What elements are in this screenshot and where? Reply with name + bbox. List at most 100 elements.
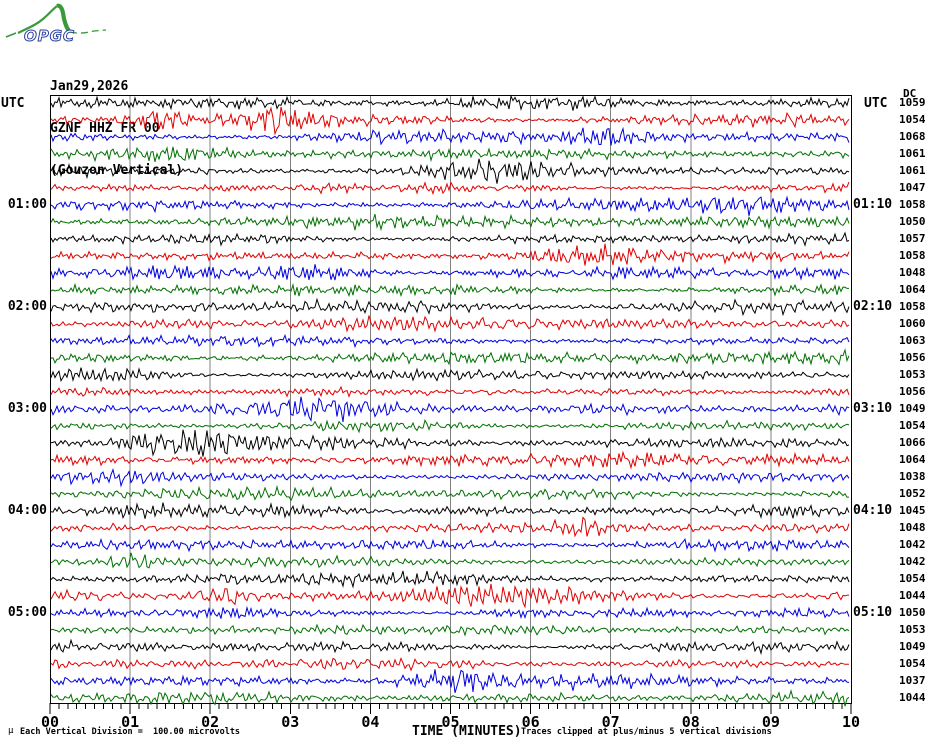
minute-tick-label-05: 05 [441,713,460,731]
dc-value-00:00: 1059 [899,96,926,109]
dc-value-03:40: 1038 [899,470,926,483]
minute-tick-label-04: 04 [361,713,380,731]
seismic-trace-03:00 [50,396,850,422]
seismic-trace-03:40 [50,468,850,488]
date-label: Jan29,2026 [50,79,129,94]
hour-label-right-02:10: 02:10 [853,299,893,314]
dc-value-02:40: 1053 [899,368,926,381]
seismic-trace-04:40 [50,570,850,589]
dc-value-04:20: 1042 [899,538,926,551]
seismic-trace-00:30 [50,145,850,163]
hour-label-left-03:00: 03:00 [7,401,47,416]
seismic-trace-02:00 [50,297,850,317]
seismic-trace-02:40 [50,367,850,383]
dc-value-04:50: 1044 [899,589,926,602]
dc-value-03:00: 1049 [899,402,926,415]
seismic-trace-03:20 [50,429,850,457]
dc-value-05:30: 1054 [899,657,926,670]
dc-value-02:20: 1063 [899,334,926,347]
dc-offset-header: DC [903,87,917,100]
seismic-trace-01:10 [50,213,850,232]
seismic-trace-04:00 [50,502,850,520]
seismic-trace-00:50 [50,181,850,196]
logo-ridge-tail [69,29,107,34]
dc-value-03:50: 1052 [899,487,926,500]
dc-value-02:00: 1058 [899,300,926,313]
seismic-trace-01:20 [50,231,850,247]
dc-value-02:10: 1060 [899,317,926,330]
minute-tick-label-06: 06 [521,713,540,731]
dc-value-04:30: 1042 [899,555,926,568]
dc-value-05:50: 1044 [899,691,926,704]
dc-value-00:10: 1054 [899,113,926,126]
opgc-logo-text: OPGC [24,27,75,45]
minute-tick-label-00: 00 [40,713,60,731]
scale-note: Each Vertical Division = 100.00 microvol… [20,727,241,737]
hour-label-right-01:10: 01:10 [853,197,893,212]
dc-value-02:30: 1056 [899,351,926,364]
seismic-trace-03:30 [50,450,850,470]
seismic-trace-05:40 [50,669,850,693]
seismic-trace-05:10 [50,623,850,637]
hour-label-right-05:10: 05:10 [853,605,893,620]
seismic-trace-02:30 [50,348,850,366]
dc-value-02:50: 1056 [899,385,926,398]
clip-note: Traces clipped at plus/minus 5 vertical … [521,727,772,737]
minute-tick-label-08: 08 [681,713,700,731]
dc-value-01:10: 1050 [899,215,926,228]
dc-value-03:20: 1066 [899,436,926,449]
seismic-trace-05:30 [50,656,850,672]
seismic-trace-01:40 [50,264,850,281]
logo-ridge-curve [17,5,58,34]
minute-tick-label-02: 02 [201,713,220,731]
seismic-trace-03:10 [50,418,850,434]
dc-value-00:50: 1047 [899,181,926,194]
dc-value-05:20: 1049 [899,640,926,653]
seismic-trace-05:50 [50,688,850,707]
hour-label-left-04:00: 04:00 [7,503,47,518]
seismic-trace-01:30 [50,243,850,266]
seismic-trace-02:20 [50,333,850,349]
dc-value-01:00: 1058 [899,198,926,211]
seismic-trace-01:00 [50,195,850,216]
dc-value-03:10: 1054 [899,419,926,432]
seismic-trace-00:00 [50,94,850,112]
minute-tick-label-10: 10 [841,713,861,731]
hour-label-right-04:10: 04:10 [853,503,893,518]
minute-tick-label-01: 01 [121,713,140,731]
seismic-trace-05:20 [50,638,850,656]
time-axis-title: TIME (MINUTES) [412,724,522,739]
dc-value-05:40: 1037 [899,674,926,687]
dc-value-05:10: 1053 [899,623,926,636]
seismic-trace-04:50 [50,583,850,609]
seismic-trace-04:30 [50,552,850,569]
logo-ridge-dash-left [5,32,17,38]
utc-label-left: UTC [1,96,25,111]
dc-value-01:50: 1064 [899,283,926,296]
dc-value-01:20: 1057 [899,232,926,245]
dc-value-04:40: 1054 [899,572,926,585]
dc-value-00:30: 1061 [899,147,926,160]
seismic-trace-02:50 [50,385,850,398]
seismic-trace-00:40 [50,158,850,184]
dc-value-00:40: 1061 [899,164,926,177]
logo-peak-stroke [56,3,71,33]
mu-glyph: μ [8,726,14,736]
dc-value-05:00: 1050 [899,606,926,619]
station-code-label: GZNF HHZ FR 00 [50,121,160,136]
utc-label-right: UTC [864,96,888,111]
seismic-trace-02:10 [50,315,850,333]
opgc-logo: OPGC [5,3,107,46]
seismic-trace-04:20 [50,537,850,553]
dc-value-04:00: 1045 [899,504,926,517]
dc-value-01:30: 1058 [899,249,926,262]
minute-tick-label-07: 07 [601,713,620,731]
seismic-trace-05:00 [50,605,850,620]
dc-value-04:10: 1048 [899,521,926,534]
hour-label-left-05:00: 05:00 [7,605,47,620]
dc-value-00:20: 1068 [899,130,926,143]
seismic-trace-00:10 [50,106,850,136]
seismic-trace-00:20 [50,126,850,146]
